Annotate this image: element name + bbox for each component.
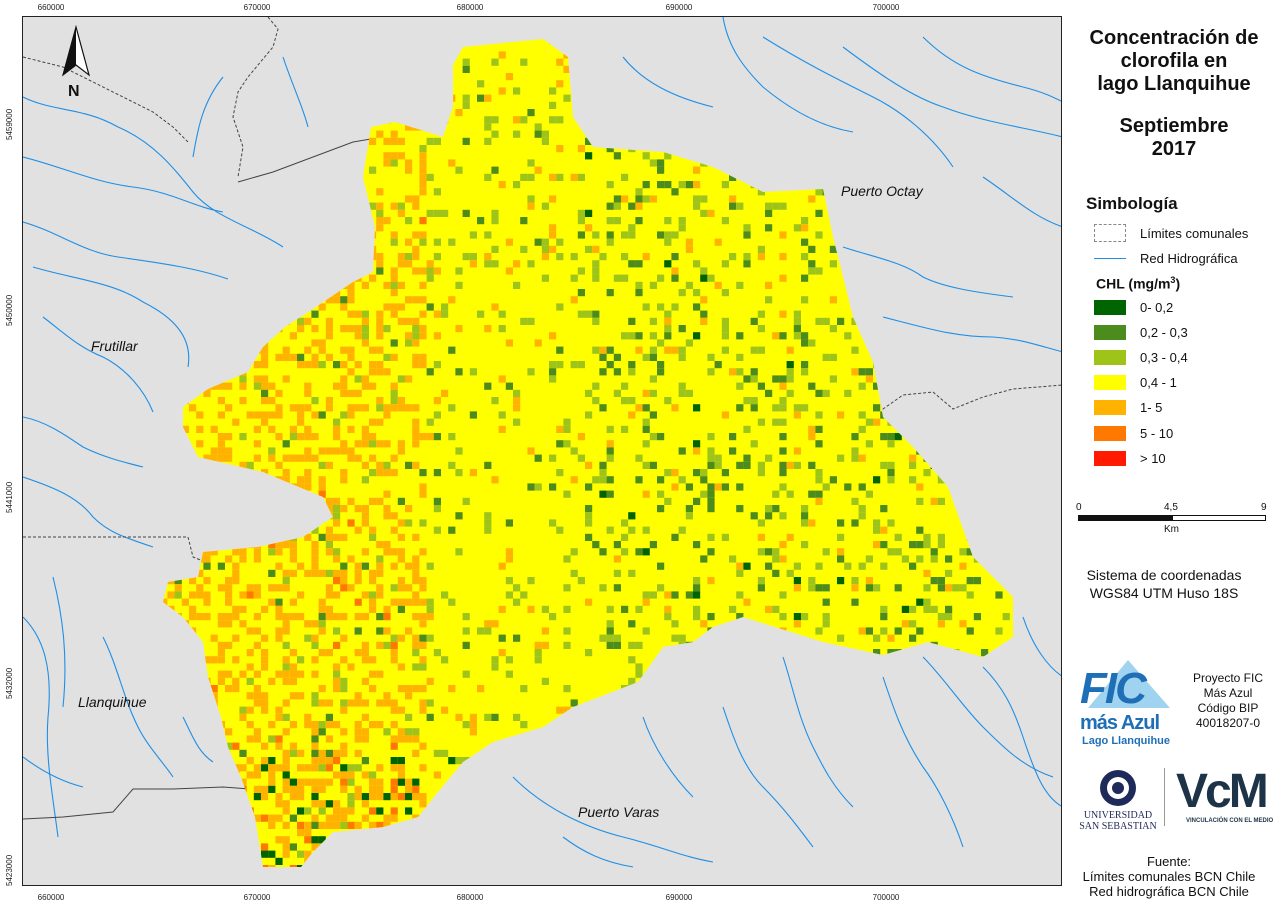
chl-class-label: 0,4 - 1 xyxy=(1140,375,1177,391)
project-line4: 40018207-0 xyxy=(1195,716,1261,730)
x-tick-label: 660000 xyxy=(37,3,65,12)
chl-class-row: 0- 0,2 xyxy=(1094,299,1173,315)
uss-line1: UNIVERSIDAD xyxy=(1083,810,1153,821)
vcm-text: VcM xyxy=(1176,765,1269,818)
north-label: N xyxy=(68,83,80,100)
hydro-swatch xyxy=(1094,258,1126,259)
chl-class-swatch xyxy=(1094,400,1126,416)
x-tick-label: 680000 xyxy=(456,3,484,12)
x-tick-label: 670000 xyxy=(243,3,271,12)
chl-class-swatch xyxy=(1094,349,1126,365)
chl-title-close: ) xyxy=(1175,275,1181,292)
chl-class-swatch xyxy=(1094,299,1126,315)
vcm-logo: VcM VINCULACIÓN CON EL MEDIO xyxy=(1172,764,1278,828)
y-tick-label: 5450000 xyxy=(5,294,14,326)
scale-zero: 0 xyxy=(1076,502,1082,513)
x-tick-label: 680000 xyxy=(456,893,484,902)
x-tick-label: 690000 xyxy=(665,893,693,902)
chl-title-sup: 3 xyxy=(1170,275,1176,285)
fic-logo-place: Lago Llanquihue xyxy=(1082,735,1170,747)
x-tick-label: 670000 xyxy=(243,893,271,902)
source-line1: Límites comunales BCN Chile xyxy=(1082,869,1256,884)
map-frame[interactable]: N Frutillar Puerto Octay Llanquihue Puer… xyxy=(22,16,1062,886)
x-tick-label: 700000 xyxy=(872,3,900,12)
chl-title-text: CHL (mg/m xyxy=(1096,275,1171,292)
chl-class-swatch xyxy=(1094,375,1126,391)
map-title-line1: Concentración de xyxy=(1089,27,1259,49)
map-title-month: Septiembre xyxy=(1119,115,1229,137)
project-line1: Proyecto FIC xyxy=(1192,671,1264,685)
north-arrow-icon xyxy=(61,25,91,77)
legend-panel: Concentración de clorofila en lago Llanq… xyxy=(1068,16,1280,906)
chl-class-swatch xyxy=(1094,425,1126,441)
y-tick-label: 5432000 xyxy=(5,667,14,699)
legend-limits-row: Límites comunales xyxy=(1094,224,1249,242)
chl-class-label: 0,2 - 0,3 xyxy=(1140,324,1188,340)
fic-logo-big: FIC xyxy=(1080,664,1147,713)
scale-bar: 0 4,5 9 Km xyxy=(1076,502,1268,542)
source-line2: Red hidrográfica BCN Chile xyxy=(1089,884,1249,899)
chl-class-label: 0,3 - 0,4 xyxy=(1140,349,1188,365)
y-tick-label: 5441000 xyxy=(5,481,14,513)
logo-divider xyxy=(1164,768,1165,826)
uss-logo: UNIVERSIDAD SAN SEBASTIAN xyxy=(1072,768,1164,832)
hydro-network xyxy=(23,17,1061,868)
project-line3: Código BIP xyxy=(1197,701,1259,715)
vcm-sub: VINCULACIÓN CON EL MEDIO xyxy=(1186,818,1274,824)
fic-logo: FIC más Azul Lago Llanquihue xyxy=(1078,656,1178,748)
fic-logo-sub: más Azul xyxy=(1080,712,1160,734)
project-line2: Más Azul xyxy=(1203,686,1253,700)
uss-seal-icon xyxy=(1100,770,1136,806)
y-tick-label: 5423000 xyxy=(5,854,14,886)
chl-class-label: 5 - 10 xyxy=(1140,425,1174,441)
place-frutillar: Frutillar xyxy=(91,338,138,354)
place-puerto-varas: Puerto Varas xyxy=(578,804,660,820)
legend-hydro-row: Red Hidrográfica xyxy=(1094,250,1238,266)
place-llanquihue: Llanquihue xyxy=(78,694,147,710)
crs-line1: Sistema de coordenadas xyxy=(1086,567,1242,583)
chl-class-swatch xyxy=(1094,450,1126,466)
hydro-label: Red Hidrográfica xyxy=(1140,250,1238,266)
map-title-year: 2017 xyxy=(1151,138,1197,160)
scale-mid: 4,5 xyxy=(1164,502,1178,513)
limits-label: Límites comunales xyxy=(1140,225,1249,241)
lake-chlorophyll-raster xyxy=(163,39,1013,867)
source-heading: Fuente: xyxy=(1146,854,1192,869)
legend-heading: Simbología xyxy=(1086,194,1178,213)
chl-class-swatch xyxy=(1094,324,1126,340)
y-tick-label: 5459000 xyxy=(5,108,14,140)
scale-black-segment xyxy=(1078,515,1172,521)
project-info: Proyecto FIC Más Azul Código BIP 4001820… xyxy=(1178,671,1278,731)
chl-class-label: 1- 5 xyxy=(1140,400,1163,416)
x-tick-label: 690000 xyxy=(665,3,693,12)
chl-title: CHL (mg/m3) xyxy=(1096,275,1180,292)
scale-max: 9 xyxy=(1261,502,1267,513)
north-arrow: N xyxy=(59,25,99,100)
place-puerto-octay: Puerto Octay xyxy=(841,183,923,199)
scale-white-segment xyxy=(1172,515,1266,521)
chl-class-row: 0,3 - 0,4 xyxy=(1094,349,1188,365)
chl-class-label: > 10 xyxy=(1140,450,1166,466)
chl-class-label: 0- 0,2 xyxy=(1140,299,1174,315)
uss-line2: SAN SEBASTIAN xyxy=(1079,821,1157,832)
x-tick-label: 700000 xyxy=(872,893,900,902)
chl-class-row: 0,2 - 0,3 xyxy=(1094,324,1188,340)
map-title-line3: lago Llanquihue xyxy=(1097,73,1251,95)
chl-class-row: 1- 5 xyxy=(1094,400,1162,416)
scale-unit: Km xyxy=(1164,524,1179,535)
chl-class-row: 5 - 10 xyxy=(1094,425,1173,441)
map-canvas xyxy=(23,17,1061,868)
x-tick-label: 660000 xyxy=(37,893,65,902)
map-title-line2: clorofila en xyxy=(1120,50,1228,72)
crs-line2: WGS84 UTM Huso 18S xyxy=(1089,585,1239,601)
chl-class-row: 0,4 - 1 xyxy=(1094,375,1177,391)
chl-class-row: > 10 xyxy=(1094,450,1166,466)
limits-swatch xyxy=(1094,224,1126,242)
fic-logo-graphic xyxy=(1088,660,1170,708)
